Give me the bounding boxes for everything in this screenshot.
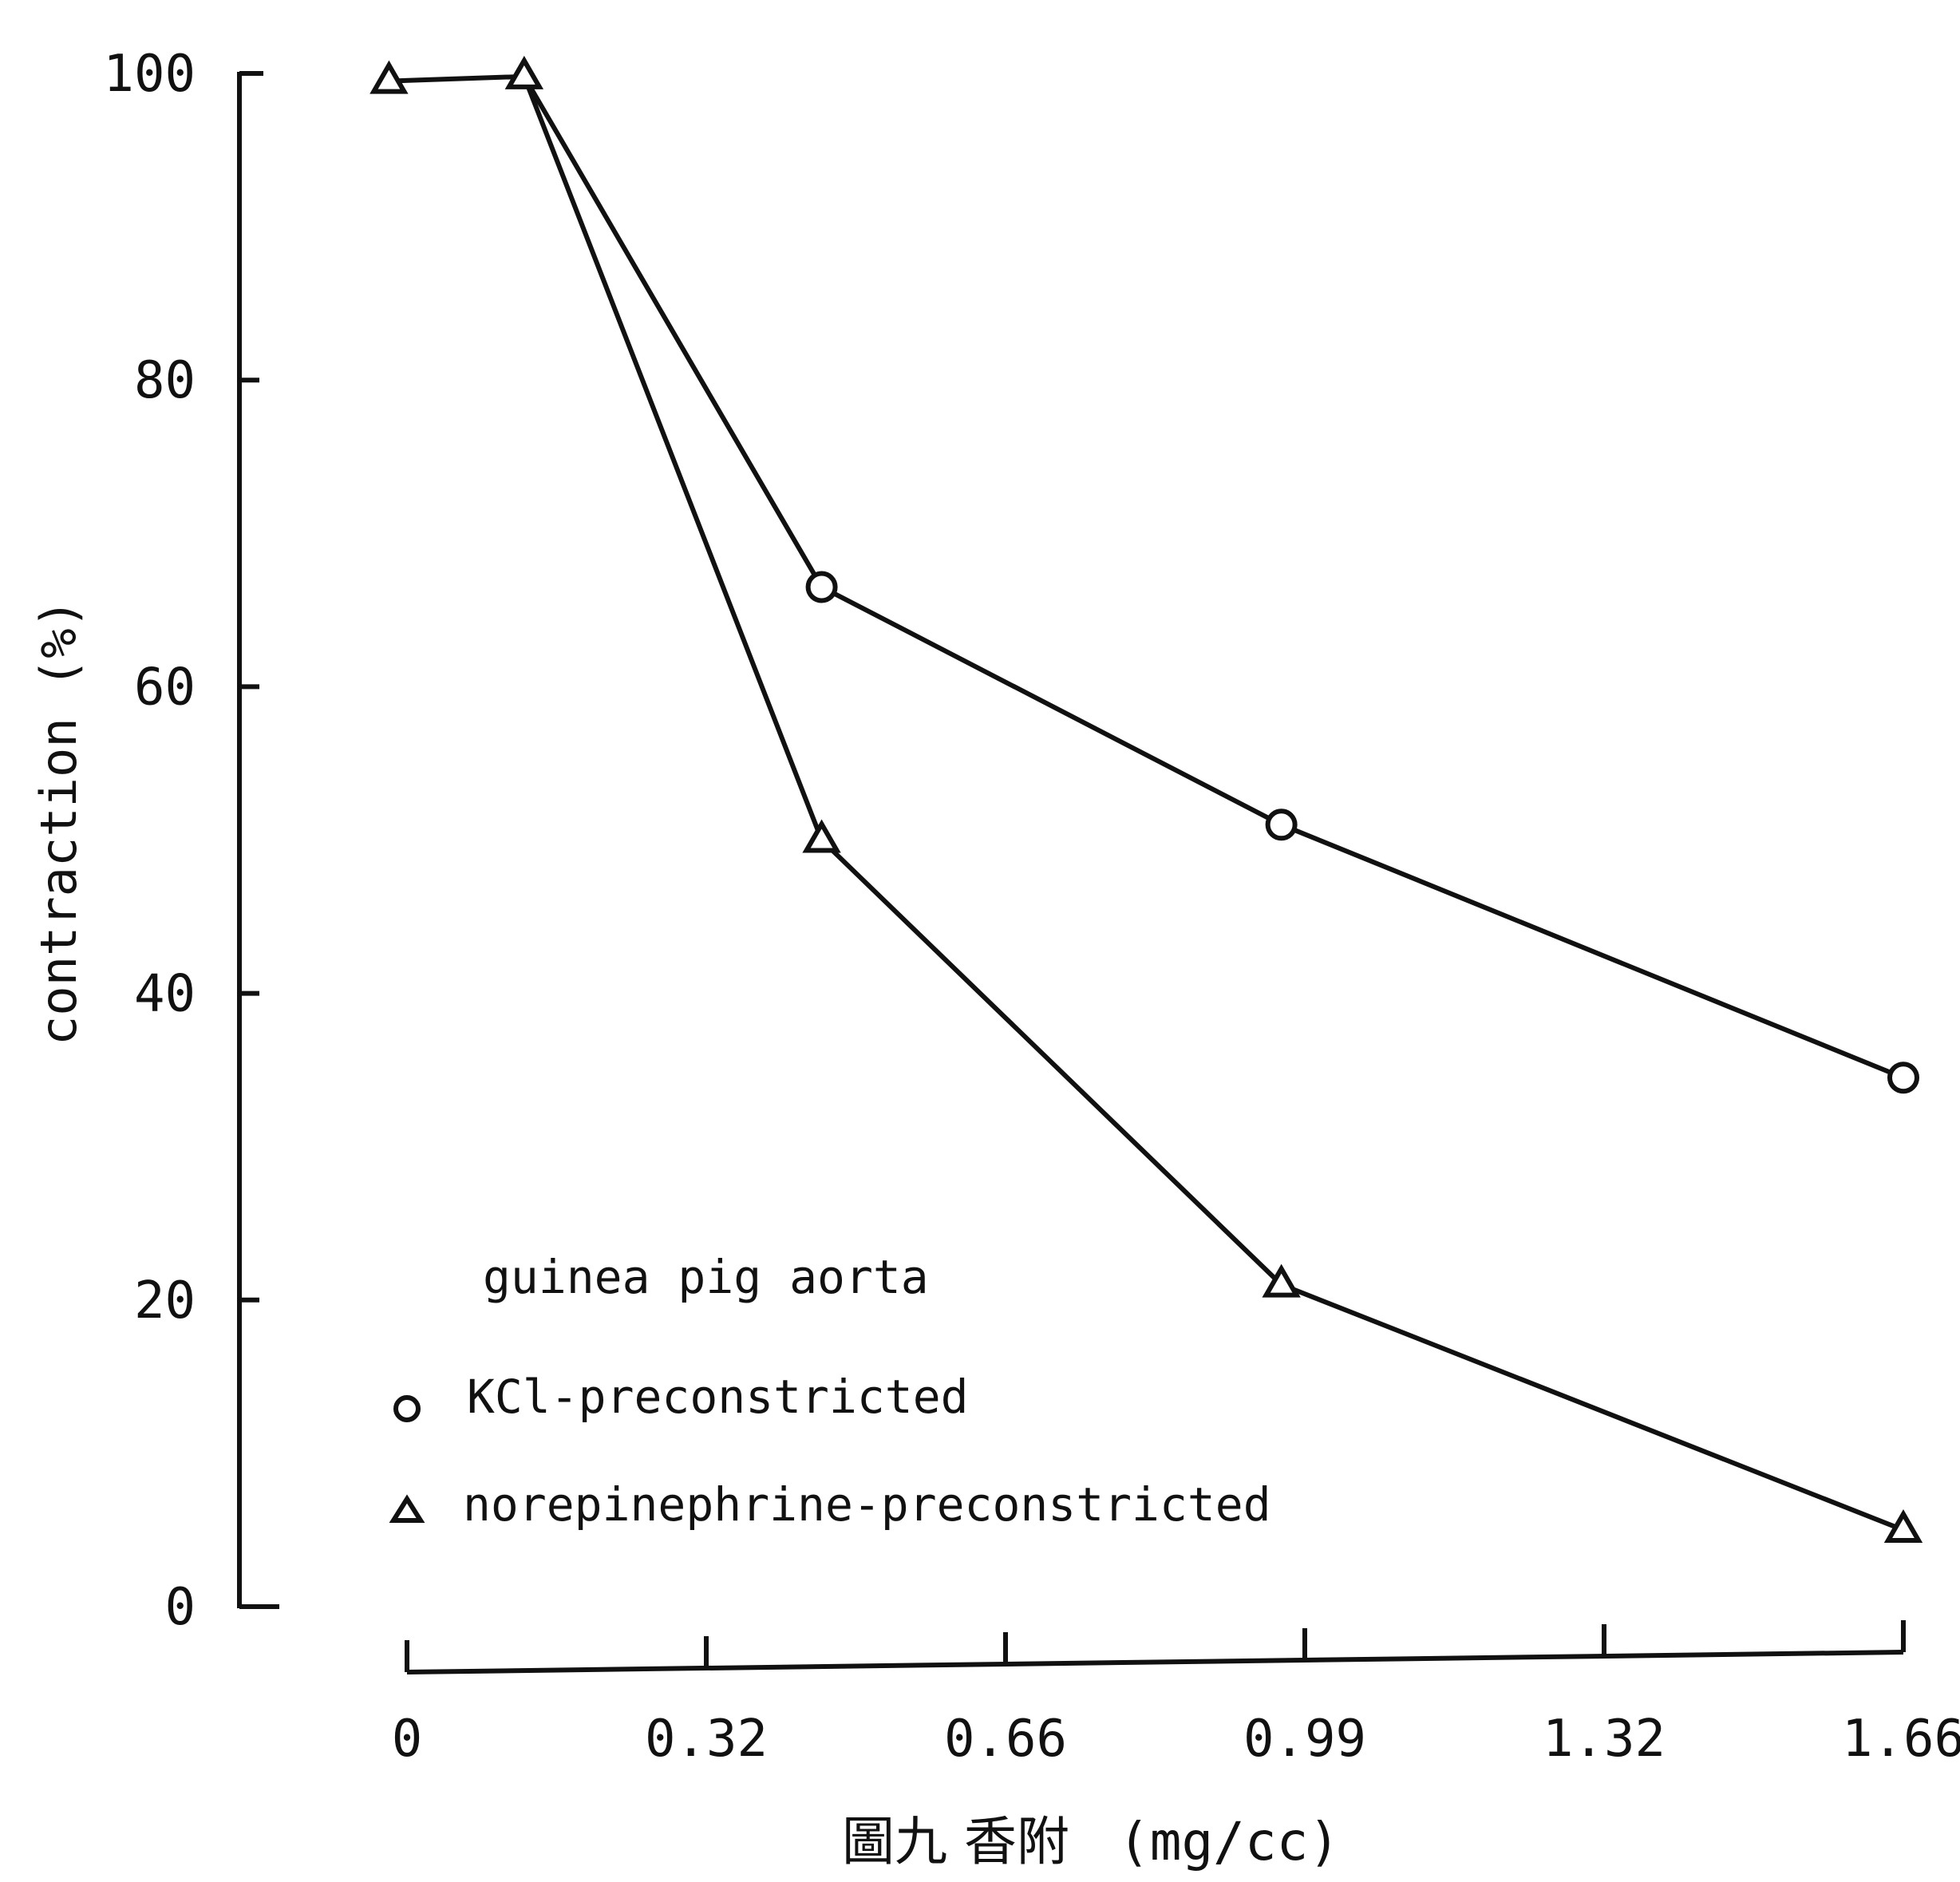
legend-entry-kcl: KCl-preconstricted <box>467 1370 969 1424</box>
series-line-kcl <box>522 75 1905 1081</box>
x-axis-caption-units: (mg/cc) <box>1118 1811 1340 1872</box>
y-tick-label: 20 <box>134 1271 196 1330</box>
data-point-norepinephrine <box>802 819 841 853</box>
y-tick-label: 60 <box>134 658 196 717</box>
x-axis-ticks: 0 0.32 0.66 0.99 1.32 1.66 <box>392 1620 1960 1769</box>
legend-title: guinea pig aorta <box>483 1250 929 1304</box>
x-tick-label: 0 <box>392 1710 423 1769</box>
legend-entry-norepinephrine: norepinephrine-preconstricted <box>463 1477 1271 1532</box>
x-tick-label: 0.66 <box>944 1710 1067 1769</box>
y-axis-ticks: 0 20 40 60 80 100 <box>103 45 259 1637</box>
x-tick-label: 0.32 <box>645 1710 768 1769</box>
data-point-norepinephrine <box>504 55 544 89</box>
x-axis-caption: 圖九 香附 (mg/cc) <box>842 1811 1340 1872</box>
legend: guinea pig aorta KCl-preconstricted nore… <box>389 1250 1271 1532</box>
data-point-kcl <box>1887 1062 1919 1094</box>
data-point-norepinephrine <box>1262 1263 1301 1298</box>
x-axis-caption-prefix: 圖九 香附 <box>842 1811 1069 1872</box>
data-point-kcl <box>805 571 838 603</box>
x-tick-label: 1.66 <box>1842 1710 1960 1769</box>
y-tick-label: 40 <box>134 965 196 1024</box>
data-point-norepinephrine <box>369 60 409 94</box>
y-axis-label: contraction (%) <box>30 599 88 1046</box>
series-layer <box>369 55 1923 1543</box>
y-tick-label: 80 <box>134 351 196 410</box>
legend-marker-circle <box>393 1395 421 1422</box>
legend-marker-triangle <box>389 1494 425 1523</box>
y-tick-label: 0 <box>164 1578 196 1637</box>
y-tick-label: 100 <box>103 45 196 104</box>
x-tick-label: 1.32 <box>1543 1710 1666 1769</box>
data-point-kcl <box>1265 809 1298 841</box>
x-axis <box>406 1650 1904 1674</box>
data-point-norepinephrine <box>1883 1508 1923 1543</box>
series-line-norepinephrine <box>389 73 1905 1532</box>
x-tick-label: 0.99 <box>1243 1710 1366 1769</box>
y-axis <box>237 71 279 1609</box>
